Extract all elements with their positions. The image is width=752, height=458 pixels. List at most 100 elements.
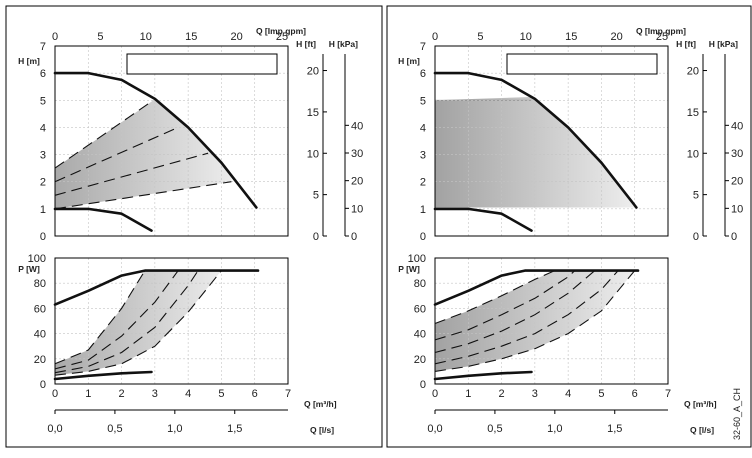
q-imp-axis-label: Q [Imp gpm]: [256, 26, 306, 36]
q-m3h-tick: 7: [285, 388, 291, 400]
h-ft-tick: 5: [693, 190, 699, 202]
power-curve-4: [434, 270, 576, 341]
q-m3h-tick: 5: [218, 388, 224, 400]
h-ft-tick: 15: [307, 107, 319, 119]
h-m-tick: 1: [40, 204, 46, 216]
head-curve-1: [53, 71, 258, 209]
head-curve-4: [54, 126, 179, 183]
panel-border-right: [386, 5, 752, 448]
q-imp-tick: 0: [52, 31, 58, 43]
h-kpa-tick: 30: [351, 148, 363, 160]
h-kpa-tick: 30: [731, 148, 743, 160]
h-m-tick: 5: [420, 95, 426, 107]
p-w-tick: 0: [40, 379, 46, 391]
q-m3h-tick: 4: [565, 388, 571, 400]
power-operating-area: [435, 270, 635, 372]
h-ft-tick: 15: [687, 107, 699, 119]
h-kpa-tick: 20: [351, 176, 363, 188]
legend-box: [506, 53, 658, 75]
p-w-axis-label: P [W]: [398, 264, 420, 274]
power-curve-2: [53, 370, 153, 381]
power-operating-area: [55, 270, 222, 376]
head-plot-frame: [434, 45, 669, 237]
p-w-tick: 40: [34, 329, 46, 341]
q-m3h-tick: 3: [532, 388, 538, 400]
q-m3h-tick: 2: [119, 388, 125, 400]
p-w-tick: 80: [34, 278, 46, 290]
q-m3h-tick: 1: [465, 388, 471, 400]
q-imp-axis-label: Q [Imp gpm]: [636, 26, 686, 36]
p-w-tick: 60: [414, 303, 426, 315]
head-operating-area: [435, 97, 637, 208]
q-ls-tick: 0,0: [47, 423, 62, 435]
h-kpa-tick: 40: [351, 120, 363, 132]
h-m-tick: 7: [40, 41, 46, 53]
q-m3h-tick: 7: [665, 388, 671, 400]
q-ls-tick: 0,5: [487, 423, 502, 435]
q-imp-tick: 25: [276, 31, 288, 43]
head-curve-2: [433, 207, 533, 232]
h-kpa-tick: 40: [731, 120, 743, 132]
head-curve-6: [54, 181, 232, 210]
q-ls-tick: 1,5: [607, 423, 622, 435]
h-ft-tick: 0: [693, 231, 699, 243]
q-m3h-tick: 0: [52, 388, 58, 400]
q-m3h-axis-label: Q [m³/h]: [684, 399, 717, 409]
h-m-tick: 5: [40, 95, 46, 107]
q-ls-tick: 1,0: [167, 423, 182, 435]
q-imp-tick: 0: [432, 31, 438, 43]
h-m-tick: 4: [40, 122, 46, 134]
h-ft-tick: 10: [687, 148, 699, 160]
q-imp-tick: 10: [520, 31, 532, 43]
head-curve-5: [54, 152, 209, 196]
q-m3h-tick: 3: [152, 388, 158, 400]
q-ls-axis-label: Q [l/s]: [690, 425, 714, 435]
q-m3h-tick: 1: [85, 388, 91, 400]
q-imp-tick: 5: [477, 31, 483, 43]
q-m3h-tick: 0: [432, 388, 438, 400]
q-imp-tick: 10: [140, 31, 152, 43]
h-m-tick: 2: [420, 177, 426, 189]
q-imp-tick: 15: [185, 31, 197, 43]
h-m-tick: 6: [40, 68, 46, 80]
h-m-tick: 7: [420, 41, 426, 53]
q-m3h-tick: 5: [598, 388, 604, 400]
head-curve-2: [53, 207, 153, 232]
h-m-axis-label: H [m]: [18, 56, 40, 66]
power-curve-3: [434, 270, 556, 325]
p-w-tick: 60: [34, 303, 46, 315]
power-curve-5: [54, 270, 199, 374]
q-imp-tick: 5: [97, 31, 103, 43]
p-w-tick: 40: [414, 329, 426, 341]
h-m-tick: 1: [420, 204, 426, 216]
h-ft-axis-label: H [ft]: [296, 39, 316, 49]
q-imp-tick: 20: [230, 31, 242, 43]
h-m-tick: 0: [420, 231, 426, 243]
power-curve-5: [434, 270, 596, 354]
head-plot-right: 0 1 2 3 4 5 6 7H [m] 0 5 10 15 20 25Q [Imp gpm] H [ft]…: [398, 26, 743, 243]
panel-frames: [5, 5, 752, 448]
h-ft-axis-label: H [ft]: [676, 39, 696, 49]
figure-code-label: 32-60_A_CH: [732, 388, 742, 440]
p-w-tick: 100: [408, 253, 426, 265]
h-kpa-tick: 10: [731, 203, 743, 215]
h-kpa-axis-label: H [kPa]: [329, 39, 358, 49]
h-ft-tick: 10: [307, 148, 319, 160]
q-m3h-axis-label: Q [m³/h]: [304, 399, 337, 409]
p-w-tick: 20: [34, 354, 46, 366]
q-ls-tick: 1,5: [227, 423, 242, 435]
h-ft-tick: 5: [313, 190, 319, 202]
power-curve-6: [434, 270, 619, 365]
p-w-tick: 20: [414, 354, 426, 366]
q-imp-tick: 25: [656, 31, 668, 43]
panel-border-left: [5, 5, 383, 448]
q-m3h-tick: 4: [185, 388, 191, 400]
q-imp-tick: 20: [610, 31, 622, 43]
head-operating-area: [55, 98, 232, 209]
q-ls-axis-label: Q [l/s]: [310, 425, 334, 435]
h-kpa-tick: 0: [351, 231, 357, 243]
